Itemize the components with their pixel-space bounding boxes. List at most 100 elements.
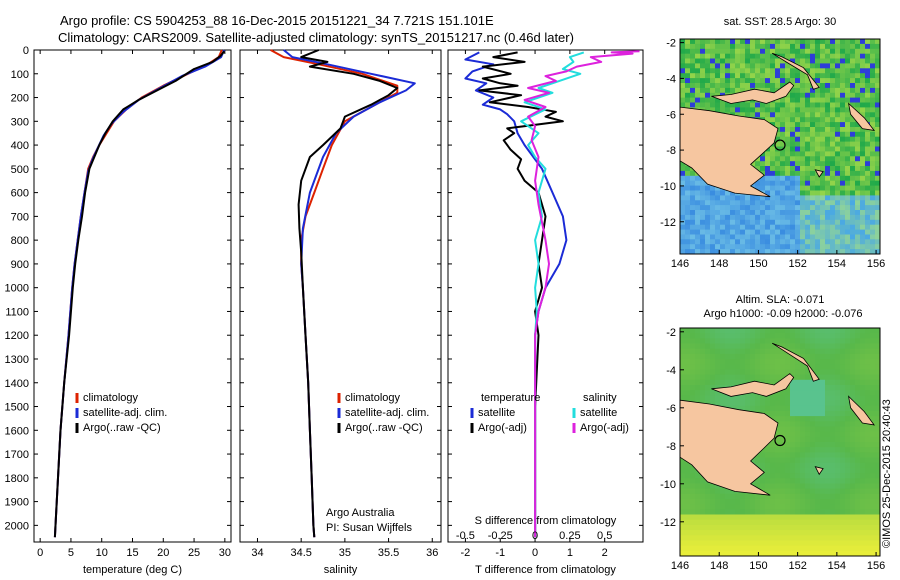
sla-map-cell [740,348,746,355]
sla-map-cell [795,359,801,365]
sla-map-cell [780,499,786,505]
sla-map-cell [720,328,726,334]
sst-map-cell [835,131,841,138]
sst-map-cell [815,146,821,152]
sst-map-cell [820,58,826,64]
sla-map-cell [820,369,826,376]
sst-map-cell [780,224,786,231]
sst-map-cell [680,185,686,192]
sst-map-cell [850,87,856,94]
sla-map-cell [790,540,796,547]
sst-map-cell [835,127,841,133]
sst-map-cell [855,185,861,192]
sla-map-cell [865,509,871,516]
sla-map-cell [870,519,876,526]
sla-map-cell [815,540,821,547]
sla-map-cell [765,452,771,459]
sla-map-cell [720,519,726,526]
sla-map-cell [825,436,831,443]
sst-map-cell [870,224,876,231]
sst-map-cell [810,224,816,231]
sla-map-cell [805,483,811,490]
sla-map-cell [870,483,876,490]
sst-map-cell [705,102,711,108]
sst-map-cell [865,224,871,231]
sla-map-cell [865,483,871,490]
sla-map-cell [835,436,841,443]
sla-map-cell [860,447,866,453]
sla-map-cell [795,540,801,547]
sst-map-cell [710,63,716,69]
sla-map-cell [855,353,861,360]
sst-map-cell [850,73,856,79]
sla-map-cell [815,447,821,453]
sst-map-cell [795,161,801,167]
sla-map-cell [865,504,871,510]
sla-map-cell [830,395,836,402]
sla-map-cell [700,364,706,371]
sst-map-cell [755,161,761,167]
sst-map-cell [790,190,796,196]
sla-map-cell [685,379,691,386]
sst-map-cell [755,58,761,64]
sla-map-cell [745,405,751,412]
sst-map-cell [860,214,866,221]
sla-map-cell [770,478,776,485]
sst-map-cell [730,87,736,94]
sst-map-cell [815,131,821,138]
sst-map-cell [860,151,866,157]
sla-map-cell [710,504,716,510]
sla-map-cell [810,452,816,459]
sst-map-cell [840,83,846,89]
sla-map-cell [770,504,776,510]
sla-map-cell [800,488,806,495]
sla-map-cell [835,462,841,469]
sst-map-cell [775,78,781,84]
sla-map-cell [710,348,716,355]
sst-map-cell [830,234,836,240]
sla-map-cell [860,493,866,500]
sst-map-field [680,39,880,254]
sla-map-cell [825,499,831,505]
sst-map-cell [730,200,736,206]
sla-map-cell [805,530,811,536]
sst-map-cell [800,180,806,187]
sla-map-cell [720,524,726,531]
sla-map-cell [700,359,706,365]
sla-map-cell [690,359,696,365]
sst-map-cell [790,234,796,240]
sla-map-cell [690,504,696,510]
sla-map-cell [700,379,706,386]
sla-map-cell [835,550,841,556]
sla-map-cell [865,524,871,531]
sst-map-cell [705,185,711,192]
sla-map-cell [840,442,846,448]
sla-map-cell [760,333,766,339]
sla-map-cell [760,338,766,345]
temperature-panel-frame [33,49,232,543]
sla-map-cell [770,550,776,556]
sst-map-cell [790,219,796,226]
sla-map-cell [720,530,726,536]
sla-map-cell [815,514,821,521]
sla-map-cell [830,343,836,350]
sst-map-cell [860,195,866,201]
sst-map-cell [800,117,806,123]
sst-map-cell [785,107,791,113]
sla-map-cell [730,499,736,505]
sst-map-cell [685,224,691,231]
sst-map-cell [820,73,826,79]
sla-map-cell [785,431,791,438]
sla-map-cell [820,359,826,365]
temperature-axis-label: temperature (deg C) [83,564,182,576]
temperature-x-tick-label: 25 [188,547,200,559]
sst-map-cell [845,244,851,250]
sla-map-cell [770,359,776,365]
sla-map-cell [870,504,876,510]
sst-map-cell [865,68,871,74]
diff-t-x-tick-label: 0 [532,547,538,559]
sla-map-cell [785,514,791,521]
sla-map-cell [840,364,846,371]
sla-map-cell [760,374,766,381]
sla-map-cell [820,524,826,531]
